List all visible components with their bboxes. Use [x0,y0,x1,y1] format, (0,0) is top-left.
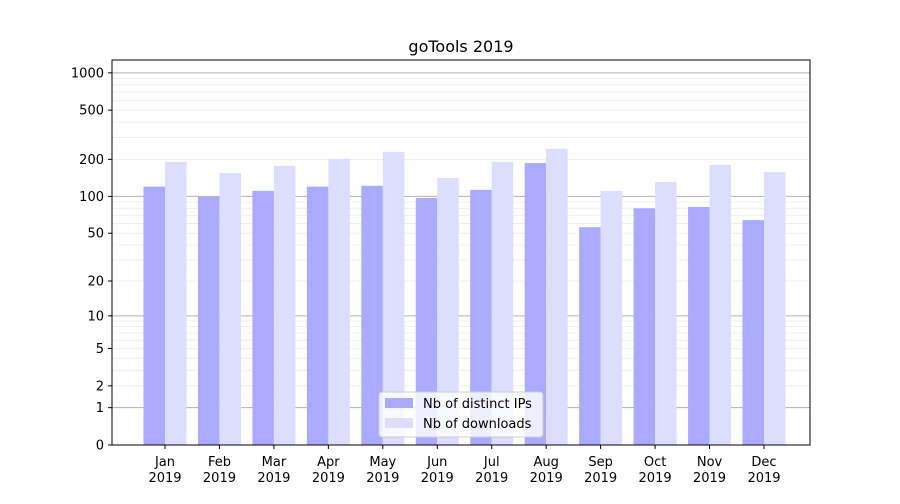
chart-title: goTools 2019 [408,37,513,56]
y-tick-label: 2 [96,379,104,394]
bar-distinct-ips [742,220,764,445]
bar-distinct-ips [688,206,710,445]
y-tick-label: 5 [96,342,104,357]
x-tick-label: Jul 2019 [475,455,508,486]
bar-downloads [764,171,786,445]
y-tick-label: 10 [87,309,104,324]
bar-downloads [491,161,514,445]
bar-distinct-ips [306,186,329,445]
bar-downloads [600,190,623,445]
legend-box [378,391,544,438]
x-tick-label: Sep 2019 [584,455,617,486]
bar-distinct-ips [143,186,165,445]
x-tick-label: Jan 2019 [148,455,181,486]
bar-downloads [709,164,732,445]
bar-distinct-ips [197,196,220,445]
x-tick-label: Dec 2019 [747,455,780,486]
y-tick-label: 0 [96,439,104,454]
x-tick-label: Mar 2019 [257,455,290,486]
bar-distinct-ips [361,185,383,446]
y-tick-label: 1 [96,401,104,416]
y-tick-label: 1000 [71,66,104,81]
x-tick-label: Jun 2019 [421,455,454,486]
bar-downloads [437,178,459,446]
bar-distinct-ips [470,189,492,445]
legend-swatch [385,398,413,408]
x-tick-label: May 2019 [366,455,399,486]
legend-swatch [385,418,413,428]
bar-downloads [382,151,405,445]
plot-frame [111,59,811,446]
legend-label: Nb of downloads [423,417,532,432]
x-tick-label: Aug 2019 [530,455,563,486]
bar-downloads [546,148,568,445]
bar-downloads [655,181,677,445]
bar-downloads [328,158,350,446]
y-tick-label: 50 [87,227,104,242]
x-tick-label: Feb 2019 [203,455,236,486]
x-tick-label: Apr 2019 [312,455,345,486]
bar-distinct-ips [415,198,438,445]
bar-downloads [219,172,241,445]
x-tick-label: Oct 2019 [639,455,672,486]
y-tick-label: 500 [79,104,104,119]
bar-distinct-ips [633,208,656,445]
x-tick-label: Nov 2019 [693,455,726,486]
bar-downloads [273,165,296,445]
y-tick-label: 20 [87,275,104,290]
bar-downloads [165,161,187,445]
bar-distinct-ips [579,227,601,445]
bar-distinct-ips [252,190,274,445]
legend: Nb of distinct IPs Nb of downloads [378,391,544,438]
y-tick-label: 200 [79,153,104,168]
bar-distinct-ips [524,162,547,445]
legend-label: Nb of distinct IPs [423,397,532,412]
y-tick-label: 100 [79,190,104,205]
